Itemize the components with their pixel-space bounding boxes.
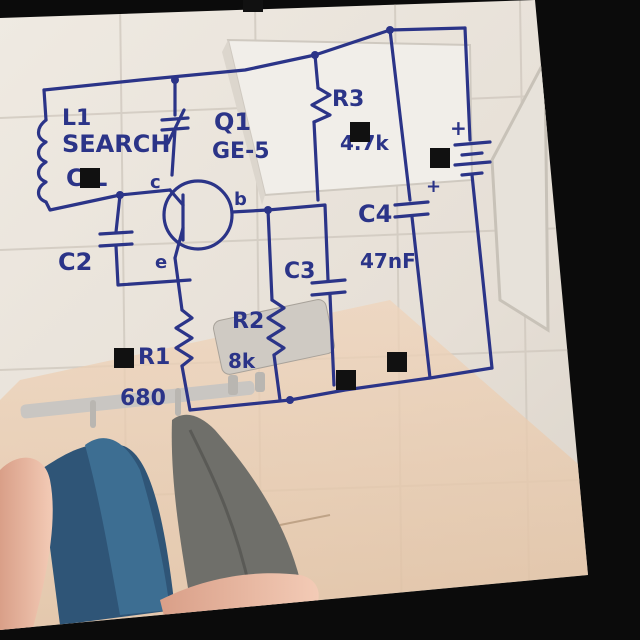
variable-capacitor (160, 78, 190, 177)
r1-value-label: 680 (120, 386, 166, 411)
c3-label: C3 (284, 259, 315, 284)
battery-plus-label: + (450, 116, 467, 140)
rail-hooks (90, 372, 265, 428)
pin-e-label: e (155, 252, 167, 273)
c4-ref-label: C4 (358, 200, 392, 228)
top-rail-wire (42, 26, 467, 92)
c4-plus-label: + (426, 176, 441, 197)
hand-reflection (0, 457, 53, 630)
search-coil (36, 118, 48, 204)
coil-label-2: SEARCH (62, 130, 170, 158)
c4-value-label: 47nF (360, 249, 416, 273)
r3-resistor (310, 86, 332, 124)
towel-rail (20, 380, 255, 419)
r2-value-label: 8k (228, 349, 256, 373)
schematic (36, 26, 494, 412)
q1-part-label: GE-5 (212, 139, 270, 164)
shelf-reflection (490, 59, 550, 333)
r3-ref-label: R3 (332, 87, 364, 112)
redaction-block-top (243, 0, 263, 12)
c3-capacitor (310, 278, 347, 297)
pin-b-label: b (234, 189, 247, 210)
coil-label-1: L1 (62, 106, 91, 131)
r2-ref-label: R2 (232, 309, 264, 334)
r2-resistor (266, 298, 286, 357)
c2-label: C2 (58, 248, 92, 276)
battery (453, 140, 492, 177)
q1-transistor (162, 179, 234, 251)
q1-ref-label: Q1 (214, 108, 251, 136)
r1-ref-label: R1 (138, 345, 170, 370)
redaction-blocks (80, 122, 450, 390)
cabinet-reflection (226, 38, 474, 197)
pin-c-label: c (150, 172, 161, 193)
r1-resistor (174, 308, 194, 368)
